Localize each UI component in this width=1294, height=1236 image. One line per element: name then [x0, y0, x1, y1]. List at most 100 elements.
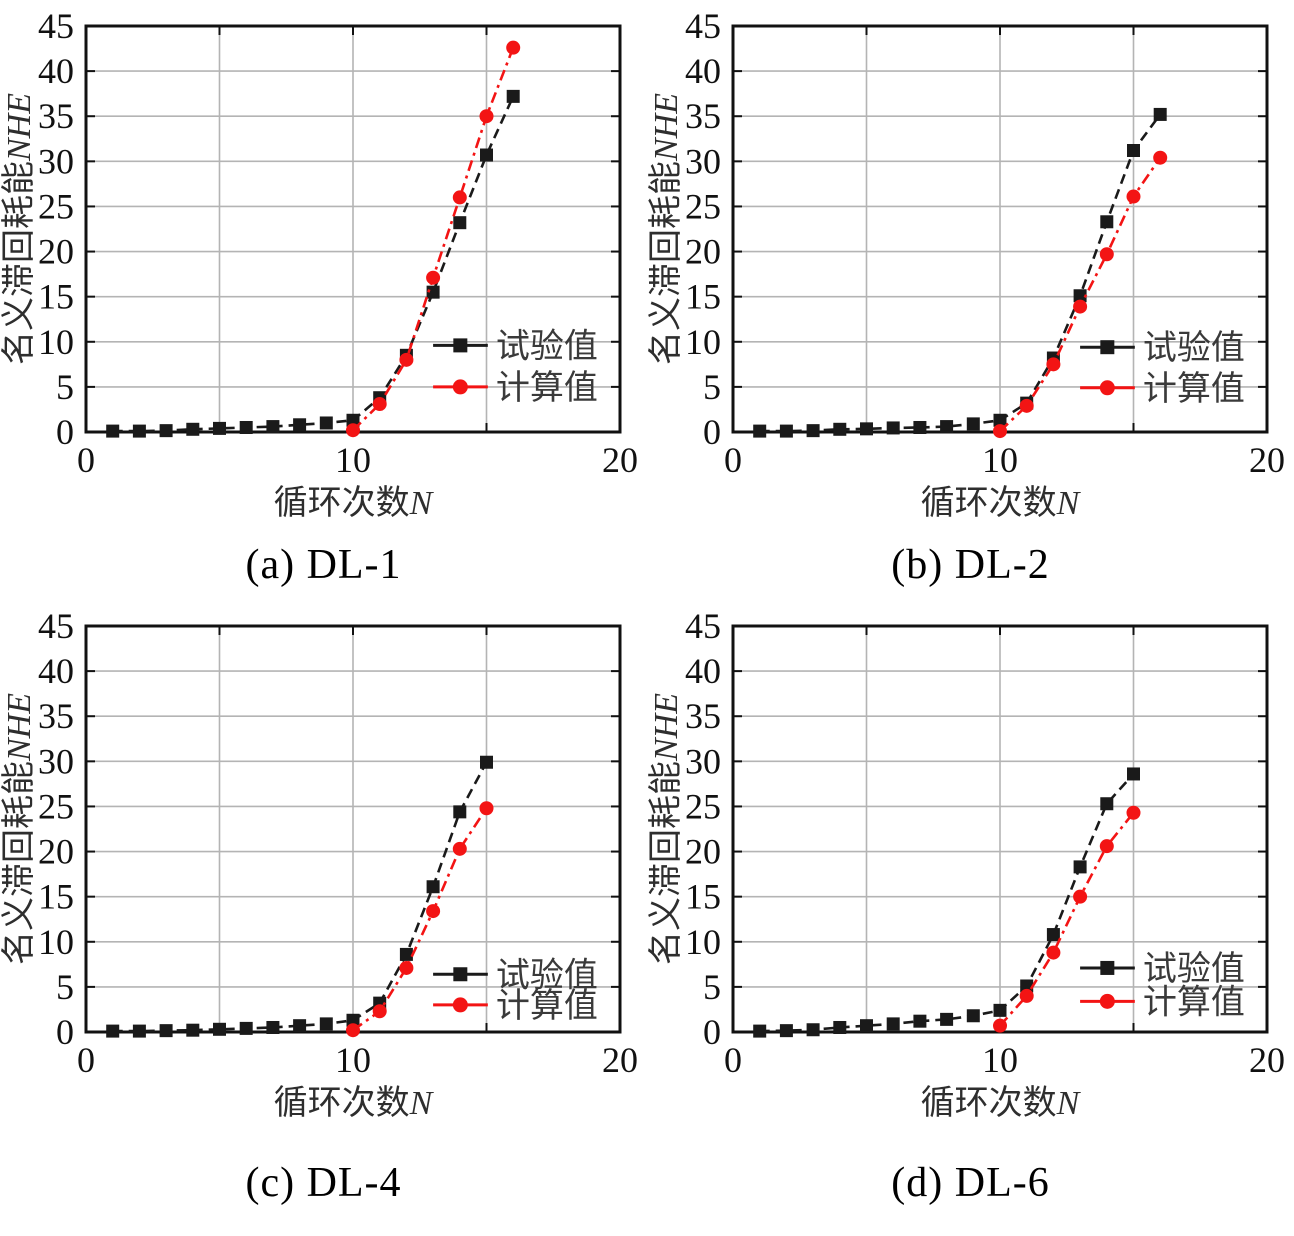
legend-label-experimental: 试验值 — [496, 956, 598, 994]
y-tick-label: 40 — [38, 51, 74, 91]
y-tick-label: 35 — [685, 96, 721, 136]
y-tick-label: 25 — [685, 186, 721, 226]
marker-square — [779, 424, 793, 438]
marker-circle — [452, 841, 467, 856]
marker-circle — [1153, 150, 1168, 165]
x-tick-label: 20 — [602, 440, 638, 480]
marker-square — [159, 1024, 173, 1038]
marker-circle — [1126, 805, 1141, 820]
y-tick-label: 30 — [38, 141, 74, 181]
subplot-caption-b: (b) DL-2 — [891, 542, 1050, 588]
marker-square — [106, 1024, 120, 1038]
x-axis-label: 循环次数N — [274, 1084, 435, 1122]
marker-square — [1127, 144, 1140, 158]
marker-square — [1100, 797, 1114, 811]
x-axis-label: 循环次数N — [921, 484, 1082, 522]
gridlines — [733, 26, 1267, 432]
marker-square — [833, 1020, 847, 1034]
x-tick-label: 10 — [335, 1040, 371, 1080]
x-tick-label: 20 — [1249, 440, 1285, 480]
marker-circle — [1126, 189, 1141, 204]
marker-square — [266, 420, 280, 434]
y-tick-label: 20 — [685, 232, 721, 272]
x-tick-label: 0 — [724, 440, 742, 480]
marker-square — [886, 1017, 900, 1031]
marker-square — [453, 805, 467, 819]
marker-square — [993, 413, 1007, 427]
marker-square — [940, 420, 954, 434]
series-line-experimental — [759, 773, 1135, 1033]
y-tick-label: 25 — [38, 786, 74, 826]
marker-square — [266, 1020, 280, 1034]
y-axis-label: 名义滞回耗能NHE — [647, 93, 685, 365]
marker-square — [132, 424, 146, 438]
legend-marker-circle — [1099, 993, 1115, 1009]
marker-square — [293, 1019, 307, 1033]
marker-square — [293, 418, 307, 432]
x-tick-label: 0 — [77, 440, 95, 480]
marker-square — [213, 1022, 226, 1036]
legend-label-experimental: 试验值 — [496, 327, 598, 365]
marker-circle — [452, 190, 467, 205]
legend-marker-circle — [1099, 380, 1115, 396]
marker-circle — [1046, 945, 1061, 960]
series-calculated — [993, 805, 1141, 1033]
marker-circle — [1073, 299, 1088, 314]
x-axis-label: 循环次数N — [274, 484, 435, 522]
y-tick-label: 45 — [685, 6, 721, 46]
series-calculated — [346, 801, 494, 1038]
marker-square — [860, 1019, 873, 1033]
marker-circle — [1019, 398, 1034, 413]
marker-square — [779, 1024, 793, 1038]
marker-square — [506, 89, 520, 103]
y-tick-label: 0 — [703, 1012, 721, 1052]
y-tick-label: 20 — [685, 832, 721, 872]
subplot-caption-a: (a) DL-1 — [245, 542, 402, 588]
legend-label-calculated: 计算值 — [496, 987, 598, 1025]
y-tick-labels: 0 5 10 15 20 25 30 35 40 45 — [685, 606, 721, 1052]
marker-circle — [1046, 357, 1061, 372]
marker-square — [753, 424, 767, 438]
y-tick-label: 40 — [38, 651, 74, 691]
y-tick-label: 35 — [685, 696, 721, 736]
legend-label-experimental: 试验值 — [1143, 329, 1245, 367]
marker-square — [940, 1012, 954, 1026]
y-tick-label: 10 — [38, 922, 74, 962]
y-tick-label: 45 — [685, 606, 721, 646]
y-tick-label: 5 — [703, 967, 721, 1007]
marker-square — [319, 1017, 333, 1031]
series-line-experimental — [112, 95, 515, 433]
subplot-dl-6: 试验值 计算值 0 5 10 15 20 25 30 35 40 45 0 10 20 循环次数N 名义滞回耗能… — [647, 600, 1294, 1236]
y-tick-label: 15 — [685, 877, 721, 917]
series-calculated — [993, 150, 1168, 439]
x-axis-label: 循环次数N — [921, 1084, 1082, 1122]
marker-square — [966, 1009, 980, 1023]
marker-circle — [1099, 247, 1114, 262]
marker-square — [1153, 107, 1167, 121]
marker-square — [806, 424, 820, 438]
marker-square — [213, 421, 226, 435]
legend-label-experimental: 试验值 — [1143, 950, 1245, 988]
marker-circle — [372, 397, 387, 412]
y-tick-label: 30 — [685, 741, 721, 781]
y-tick-label: 40 — [685, 651, 721, 691]
y-tick-label: 20 — [38, 232, 74, 272]
series-line-calculated — [352, 807, 488, 1032]
y-tick-label: 5 — [56, 367, 74, 407]
marker-circle — [479, 801, 494, 816]
marker-circle — [426, 270, 441, 285]
marker-circle — [399, 960, 414, 975]
y-axis-label: 名义滞回耗能NHE — [647, 693, 685, 965]
marker-square — [753, 1024, 767, 1038]
legend-marker-square — [1100, 960, 1115, 975]
y-tick-label: 15 — [685, 277, 721, 317]
y-tick-label: 30 — [685, 141, 721, 181]
legend-label-calculated: 计算值 — [1143, 370, 1245, 408]
y-axis-label: 名义滞回耗能NHE — [0, 93, 38, 365]
